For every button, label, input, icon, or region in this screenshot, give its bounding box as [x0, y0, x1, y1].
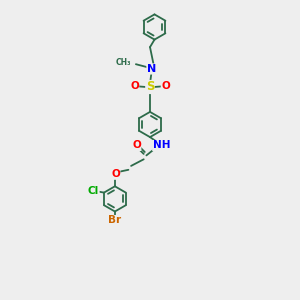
- Text: CH₃: CH₃: [116, 58, 131, 67]
- Text: NH: NH: [153, 140, 170, 151]
- Text: N: N: [147, 64, 156, 74]
- Text: Cl: Cl: [88, 186, 99, 196]
- Text: O: O: [111, 169, 120, 179]
- Text: Br: Br: [108, 215, 122, 226]
- Text: S: S: [146, 80, 154, 94]
- Text: O: O: [161, 81, 170, 92]
- Text: O: O: [132, 140, 141, 151]
- Text: O: O: [130, 81, 139, 92]
